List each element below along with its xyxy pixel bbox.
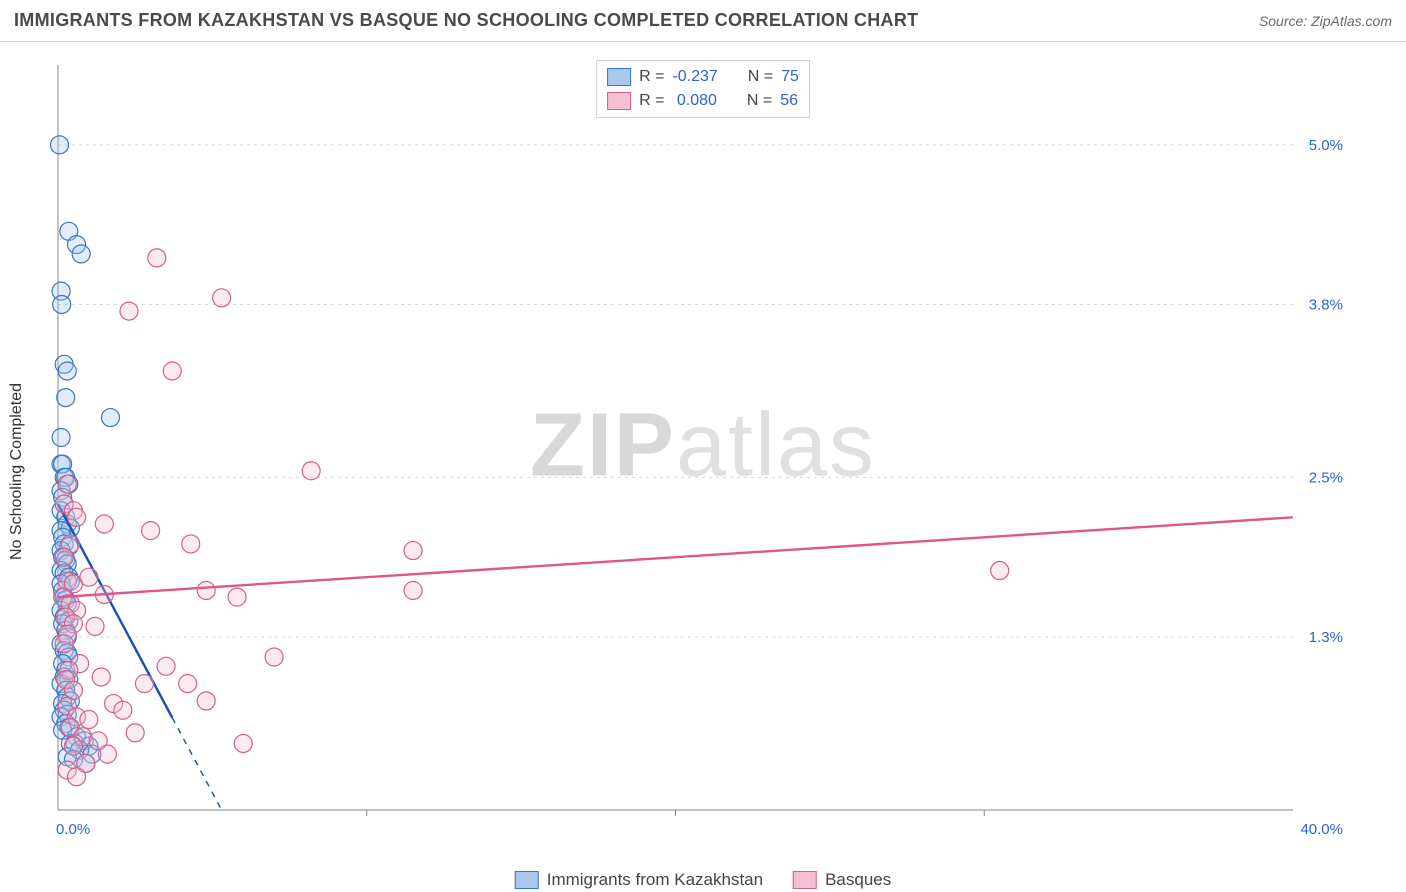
- source-label: Source:: [1259, 13, 1311, 29]
- legend-n-label-2: N =: [747, 89, 772, 113]
- legend-correlation: R = -0.237 N = 75 R = 0.080 N = 56: [596, 60, 810, 118]
- source-attribution: Source: ZipAtlas.com: [1259, 13, 1392, 29]
- chart-title: IMMIGRANTS FROM KAZAKHSTAN VS BASQUE NO …: [14, 10, 918, 31]
- legend-series: Immigrants from Kazakhstan Basques: [515, 870, 892, 890]
- legend-item-2: Basques: [793, 870, 891, 890]
- svg-text:1.3%: 1.3%: [1309, 629, 1343, 646]
- legend-r-value-1: -0.237: [672, 65, 717, 89]
- svg-text:40.0%: 40.0%: [1300, 821, 1343, 838]
- source-value: ZipAtlas.com: [1311, 13, 1392, 29]
- legend-bottom-label-1: Immigrants from Kazakhstan: [547, 870, 763, 890]
- svg-text:2.5%: 2.5%: [1309, 469, 1343, 486]
- legend-item-1: Immigrants from Kazakhstan: [515, 870, 763, 890]
- legend-swatch-1: [607, 68, 631, 86]
- svg-text:0.0%: 0.0%: [56, 821, 90, 838]
- scatter-chart: 1.3% 2.5% 3.8% 5.0% 0.0% 40.0%: [48, 60, 1348, 850]
- y-axis-label: No Schooling Completed: [8, 383, 26, 560]
- legend-bottom-swatch-2: [793, 871, 817, 889]
- legend-r-value-2: 0.080: [672, 89, 717, 113]
- legend-bottom-label-2: Basques: [825, 870, 891, 890]
- svg-text:3.8%: 3.8%: [1309, 296, 1343, 313]
- legend-row-series-1: R = -0.237 N = 75: [607, 65, 799, 89]
- legend-swatch-2: [607, 92, 631, 110]
- legend-row-series-2: R = 0.080 N = 56: [607, 89, 799, 113]
- svg-text:5.0%: 5.0%: [1309, 137, 1343, 154]
- plot-area: 1.3% 2.5% 3.8% 5.0% 0.0% 40.0%: [48, 60, 1348, 850]
- legend-n-label-1: N =: [748, 65, 773, 89]
- legend-r-label-2: R =: [639, 89, 664, 113]
- legend-n-value-1: 75: [781, 65, 799, 89]
- legend-r-label-1: R =: [639, 65, 664, 89]
- title-bar: IMMIGRANTS FROM KAZAKHSTAN VS BASQUE NO …: [0, 0, 1406, 42]
- legend-bottom-swatch-1: [515, 871, 539, 889]
- legend-n-value-2: 56: [780, 89, 798, 113]
